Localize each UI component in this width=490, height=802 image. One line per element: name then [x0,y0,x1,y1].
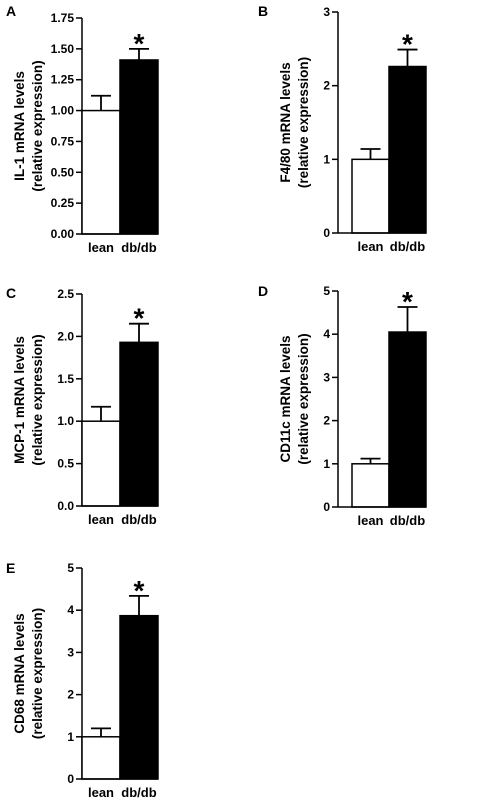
panel-e-ytick-label: 1 [67,730,74,744]
panel-e-ytick-label: 4 [67,603,74,617]
panel-a-category-label: db/db [121,240,156,255]
panel-d-bar-1 [388,331,427,508]
panel-c-ytick-label: 0.0 [57,499,74,513]
panel-d-ytick-label: 1 [323,457,330,471]
panel-d-ytick-label: 3 [323,370,330,384]
panel-b-ytick-label: 3 [323,5,330,19]
panel-a-ytick-label: 1.50 [51,42,75,56]
panel-d-bar-0 [351,463,390,508]
panel-b-ylabel: F4/80 mRNA levels [278,62,293,182]
panel-b-category-label: lean [357,239,383,254]
panel-c-significance-star: * [134,303,145,334]
panel-c-ytick-label: 0.5 [57,457,74,471]
panel-c-ytick-label: 1.0 [57,414,74,428]
panel-d-ytick-label: 5 [323,284,330,298]
panel-e-category-label: lean [88,785,114,800]
panel-b-significance-star: * [402,29,413,60]
panel-a-ytick-label: 1.25 [51,73,75,87]
panel-a-ytick-label: 0.25 [51,196,75,210]
panel-e-ylabel: CD68 mRNA levels [12,613,27,733]
panel-c-category-label: lean [88,512,114,527]
panel-b-ytick-label: 0 [323,226,330,240]
panel-d-ylabel: CD11c mRNA levels [278,335,293,462]
panel-a-ytick-label: 1.75 [51,11,75,25]
panel-c-ytick-label: 1.5 [57,372,74,386]
panel-d-ytick-label: 4 [323,327,330,341]
panel-c-ylabel-sub: (relative expression) [30,334,45,465]
panel-c-bar-0 [81,420,121,507]
panel-e-ytick-label: 0 [67,772,74,786]
panel-c-ytick-label: 2.5 [57,287,74,301]
panel-b-ylabel-sub: (relative expression) [296,57,311,188]
panel-c-category-label: db/db [121,512,156,527]
panel-a-category-label: lean [88,240,114,255]
panel-e-bar-0 [81,736,121,780]
panel-d-ytick-label: 2 [323,414,330,428]
panel-a-ytick-label: 1.00 [51,104,75,118]
panel-c-letter: C [6,285,16,301]
panel-a-bar-1 [119,59,159,235]
panel-e-significance-star: * [134,575,145,606]
panel-d-ylabel-sub: (relative expression) [296,333,311,464]
panel-d-category-label: lean [357,513,383,528]
panel-d-category-label: db/db [390,513,425,528]
panel-d-significance-star: * [402,286,413,317]
panel-e-ytick-label: 3 [67,645,74,659]
panel-e-bar-1 [119,614,159,780]
panel-b-bar-1 [388,65,427,234]
panel-a-ylabel: IL-1 mRNA levels [12,71,27,181]
panel-e-ytick-label: 2 [67,688,74,702]
panel-a-bar-0 [81,109,121,235]
panel-b-ytick-label: 1 [323,152,330,166]
panel-b-bar-0 [351,158,390,234]
panel-a-ylabel-sub: (relative expression) [30,60,45,191]
panel-d-ytick-label: 0 [323,500,330,514]
panel-a-significance-star: * [134,28,145,59]
panel-a-ytick-label: 0.00 [51,227,75,241]
panel-e-ytick-label: 5 [67,561,74,575]
panel-c-ylabel: MCP-1 mRNA levels [12,336,27,464]
panel-b-ytick-label: 2 [323,79,330,93]
panel-a-ytick-label: 0.75 [51,134,75,148]
panel-d-letter: D [258,283,268,299]
panel-b-letter: B [258,3,268,19]
panel-a-ytick-label: 0.50 [51,165,75,179]
panel-c-ytick-label: 2.0 [57,329,74,343]
panel-b-category-label: db/db [390,239,425,254]
panel-e-ylabel-sub: (relative expression) [30,608,45,739]
panel-a-letter: A [6,3,16,19]
panel-e-letter: E [6,560,15,576]
panel-c-bar-1 [119,341,159,507]
panel-e-category-label: db/db [121,785,156,800]
